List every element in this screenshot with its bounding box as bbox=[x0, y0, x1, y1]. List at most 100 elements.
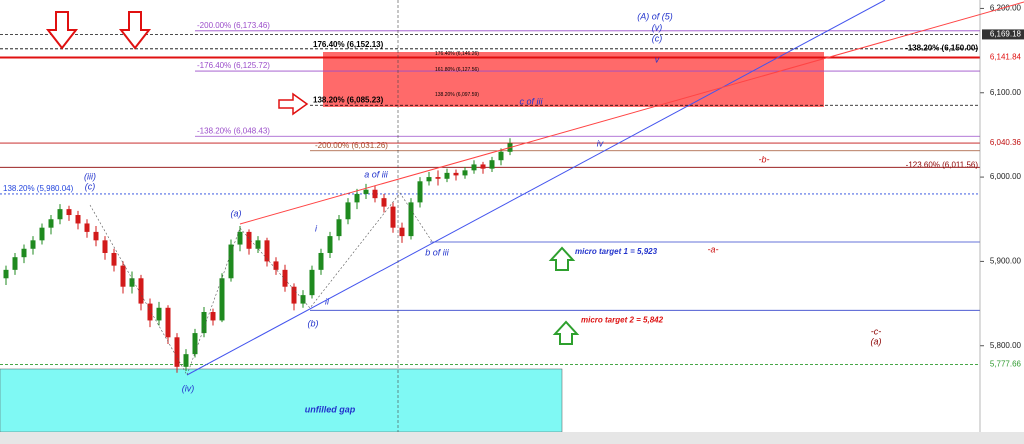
candle-body bbox=[300, 295, 306, 304]
candle-body bbox=[246, 231, 252, 249]
wave-label: (a) bbox=[231, 208, 242, 218]
level-label: 138.20% (5,980.04) bbox=[3, 184, 74, 193]
level-label: -138.20% (6,048.43) bbox=[197, 126, 270, 135]
candle-body bbox=[453, 172, 459, 176]
wave-label: (b) bbox=[308, 318, 319, 328]
x-axis-bar bbox=[0, 432, 1024, 444]
candle-body bbox=[399, 227, 405, 237]
candle-body bbox=[84, 223, 90, 232]
wave-label: (c) bbox=[85, 181, 96, 191]
y-tick-label: 6,100.00 bbox=[990, 88, 1022, 97]
candle-body bbox=[345, 202, 351, 220]
price-tag: 6,169.18 bbox=[990, 30, 1022, 39]
arrow-up bbox=[552, 320, 580, 345]
wave-label: -c- bbox=[871, 326, 882, 336]
candle-body bbox=[309, 269, 315, 296]
wave-path bbox=[89, 192, 434, 376]
candle-body bbox=[120, 265, 126, 287]
target-label: micro target 1 = 5,923 bbox=[575, 247, 658, 256]
trend-line bbox=[239, 1, 1024, 225]
candle-body bbox=[30, 240, 36, 249]
candle-body bbox=[192, 333, 198, 355]
wave-label: c of iii bbox=[519, 96, 543, 106]
gap-zone bbox=[0, 368, 563, 433]
candle-body bbox=[444, 172, 450, 179]
candle-body bbox=[390, 206, 396, 228]
candle-body bbox=[381, 198, 387, 207]
wave-label: (c) bbox=[652, 33, 663, 43]
candle-body bbox=[156, 307, 162, 321]
candle-body bbox=[138, 278, 144, 304]
candle-body bbox=[66, 209, 72, 216]
candle-body bbox=[102, 240, 108, 253]
candle-body bbox=[75, 215, 81, 224]
y-tick-label: 6,200.00 bbox=[990, 4, 1022, 13]
candle-body bbox=[57, 209, 63, 220]
candle-body bbox=[3, 269, 9, 279]
wave-label: (a) bbox=[871, 336, 882, 346]
candle-body bbox=[273, 261, 279, 270]
candle-body bbox=[111, 252, 117, 266]
candle-body bbox=[291, 286, 297, 304]
price-tag: 6,141.84 bbox=[990, 53, 1022, 62]
wave-label: ii bbox=[325, 296, 330, 306]
price-tag: 5,777.66 bbox=[990, 360, 1022, 369]
candle-body bbox=[417, 181, 423, 203]
wave-label: (iii) bbox=[84, 171, 96, 181]
level-label: 138.20% (6,085.23) bbox=[313, 95, 384, 104]
candle-body bbox=[183, 354, 189, 367]
candle-body bbox=[435, 177, 441, 179]
candle-body bbox=[426, 177, 432, 182]
candle-body bbox=[408, 202, 414, 237]
candle-body bbox=[174, 337, 180, 367]
level-label: -200.00% (6,031.26) bbox=[315, 141, 388, 150]
arrow-right bbox=[278, 92, 309, 116]
wave-label: (v) bbox=[652, 22, 663, 32]
candle-body bbox=[327, 236, 333, 253]
candle-body bbox=[264, 240, 270, 262]
level-label: 176.40% (6,146.26) bbox=[435, 51, 479, 57]
candle-body bbox=[255, 240, 261, 249]
arrow-down bbox=[118, 11, 152, 50]
candle-body bbox=[372, 189, 378, 199]
y-tick-label: 5,800.00 bbox=[990, 341, 1022, 350]
wave-label: v bbox=[655, 54, 660, 64]
wave-label: (iv) bbox=[182, 383, 195, 393]
candle-body bbox=[201, 312, 207, 334]
candle-body bbox=[39, 227, 45, 241]
level-label: -176.40% (6,125.72) bbox=[197, 61, 270, 70]
candle-body bbox=[93, 231, 99, 241]
arrow-down bbox=[45, 11, 79, 50]
candle-body bbox=[354, 193, 360, 203]
trend-line bbox=[186, 0, 886, 376]
candle-body bbox=[363, 189, 369, 194]
wave-label: -a- bbox=[708, 244, 719, 254]
target-label: micro target 2 = 5,842 bbox=[581, 315, 664, 324]
candle-body bbox=[237, 231, 243, 245]
price-tag: 6,040.36 bbox=[990, 138, 1022, 147]
candle-body bbox=[489, 160, 495, 169]
wave-label: unfilled gap bbox=[305, 404, 356, 414]
level-label: 138.20% (6,097.59) bbox=[435, 92, 479, 98]
candle-body bbox=[462, 170, 468, 176]
level-label: 161.80% (6,127.56) bbox=[435, 67, 479, 73]
wave-label: -b- bbox=[759, 154, 770, 164]
level-label: -123.60% (6,011.56) bbox=[906, 160, 979, 169]
wave-label: (A) of (5) bbox=[637, 11, 673, 21]
candle-body bbox=[336, 219, 342, 237]
level-label: -200.00% (6,173.46) bbox=[197, 21, 270, 30]
candle-body bbox=[282, 269, 288, 287]
candle-body bbox=[129, 278, 135, 287]
price-tag-bg bbox=[982, 29, 1024, 40]
wave-label: a of iii bbox=[364, 169, 389, 179]
chart-layer: 5,800.00 5,900.00 6,000.00 6,100.00 6,200.00… bbox=[0, 4, 1024, 443]
y-tick-label: 6,000.00 bbox=[990, 172, 1022, 181]
candle-body bbox=[318, 252, 324, 270]
level-label: -138.20% (6,150.00) bbox=[905, 44, 978, 53]
candle-body bbox=[210, 312, 216, 321]
y-tick-label: 5,900.00 bbox=[990, 257, 1022, 266]
candle-body bbox=[147, 303, 153, 321]
wave-label: i bbox=[315, 223, 318, 233]
wave-label: b of iii bbox=[425, 247, 450, 257]
